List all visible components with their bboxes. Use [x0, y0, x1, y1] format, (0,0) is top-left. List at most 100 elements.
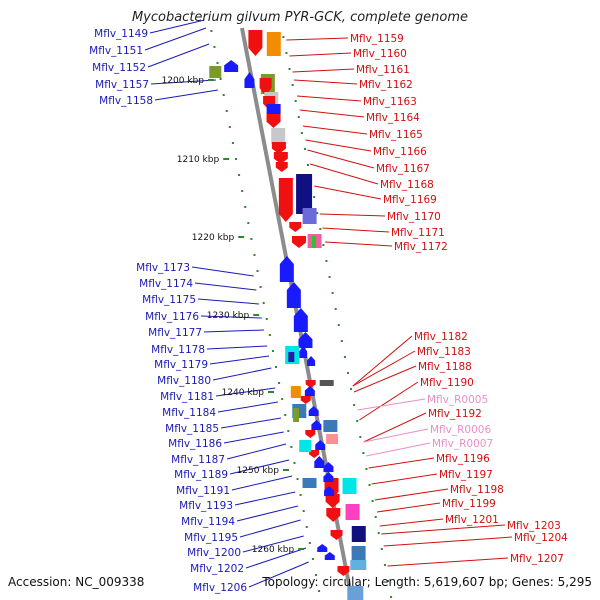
- gene-label[interactable]: Mflv_1157: [95, 79, 149, 91]
- tick-mark: [305, 526, 308, 528]
- label-leader-line: [387, 557, 509, 567]
- tick-mark: [306, 164, 309, 166]
- gene-label[interactable]: Mflv_1189: [174, 469, 228, 481]
- tick-mark: [334, 308, 337, 310]
- gene-label[interactable]: Mflv_1162: [359, 79, 413, 91]
- label-leader-line: [289, 52, 352, 57]
- gene-label[interactable]: Mflv_1165: [369, 129, 423, 141]
- gene-feature: [290, 386, 301, 398]
- gene-label[interactable]: Mflv_1173: [136, 262, 190, 274]
- tick-mark: [374, 516, 377, 518]
- gene-label[interactable]: Mflv_1176: [145, 311, 199, 323]
- gene-label[interactable]: Mflv_1168: [380, 179, 434, 191]
- gene-label[interactable]: Mflv_1202: [190, 563, 244, 575]
- tick-mark: [296, 478, 299, 480]
- tick-mark: [314, 574, 317, 576]
- tick-mark: [271, 350, 274, 352]
- label-leader-line: [239, 519, 301, 538]
- gene-label[interactable]: Mflv_1191: [176, 485, 230, 497]
- gene-label[interactable]: Mflv_1201: [445, 514, 499, 526]
- gene-label[interactable]: Mflv_1169: [383, 194, 437, 206]
- gene-label[interactable]: Mflv_1194: [181, 516, 235, 528]
- gene-label[interactable]: Mflv_1163: [363, 96, 417, 108]
- gene-label[interactable]: Mflv_1197: [439, 469, 493, 481]
- scale-label: 1240 kbp: [222, 388, 265, 398]
- gene-label[interactable]: Mflv_1187: [171, 454, 225, 466]
- gene-label[interactable]: Mflv_R0005: [427, 394, 488, 406]
- gene-label[interactable]: Mflv_1198: [450, 484, 504, 496]
- gene-label[interactable]: Mflv_1170: [387, 211, 441, 223]
- gene-label[interactable]: Mflv_1200: [187, 547, 241, 559]
- gene-label[interactable]: Mflv_1152: [92, 62, 146, 74]
- tick-mark: [331, 292, 334, 294]
- gene-feature: [286, 282, 301, 308]
- gene-label[interactable]: Mflv_1161: [356, 64, 410, 76]
- gene-feature: [314, 456, 325, 468]
- tick-mark: [303, 148, 306, 150]
- gene-label[interactable]: Mflv_1174: [139, 278, 193, 290]
- gene-label[interactable]: Mflv_1186: [168, 438, 222, 450]
- gene-label[interactable]: Mflv_1193: [179, 500, 233, 512]
- gene-label[interactable]: Mflv_1181: [160, 391, 214, 403]
- gene-label[interactable]: Mflv_1199: [442, 498, 496, 510]
- map-title: Mycobacterium gilvum PYR-GCK, complete g…: [131, 10, 469, 25]
- scale-label: 1210 kbp: [177, 155, 220, 165]
- gene-label[interactable]: Mflv_1166: [373, 146, 427, 158]
- gene-label[interactable]: Mflv_1182: [414, 331, 468, 343]
- tick-mark: [287, 430, 290, 432]
- gene-feature: [324, 486, 335, 496]
- label-leader-line: [229, 459, 290, 475]
- tick-mark: [282, 36, 285, 38]
- gene-label[interactable]: Mflv_1160: [353, 48, 407, 60]
- gene-label[interactable]: Mflv_1204: [514, 532, 568, 544]
- gene-label[interactable]: Mflv_1192: [428, 408, 482, 420]
- gene-label[interactable]: Mflv_1195: [184, 532, 238, 544]
- gene-label[interactable]: Mflv_1179: [154, 359, 208, 371]
- gene-label[interactable]: Mflv_1178: [151, 344, 205, 356]
- tick-mark: [313, 196, 316, 198]
- tick-mark: [253, 254, 256, 256]
- tick-mark: [241, 190, 244, 192]
- scale-tick: [267, 391, 274, 393]
- gene-label[interactable]: Mflv_1151: [89, 45, 143, 57]
- tick-mark: [371, 500, 374, 502]
- gene-label[interactable]: Mflv_1167: [376, 163, 430, 175]
- scale-tick: [223, 158, 230, 160]
- label-leader-line: [200, 315, 262, 319]
- gene-label[interactable]: Mflv_1183: [417, 346, 471, 358]
- gene-feature: [288, 352, 295, 362]
- gene-label[interactable]: Mflv_1196: [436, 453, 490, 465]
- gene-label[interactable]: Mflv_1158: [99, 95, 153, 107]
- gene-label[interactable]: Mflv_1180: [157, 375, 211, 387]
- gene-label[interactable]: Mflv_R0007: [432, 438, 493, 450]
- gene-label[interactable]: Mflv_1206: [193, 582, 247, 594]
- gene-label[interactable]: Mflv_1172: [394, 241, 448, 253]
- gene-label[interactable]: Mflv_1177: [148, 327, 202, 339]
- label-leader-line: [206, 345, 268, 350]
- gene-label[interactable]: Mflv_1188: [418, 361, 472, 373]
- tick-mark: [291, 84, 294, 86]
- gene-label[interactable]: Mflv_R0006: [430, 424, 491, 436]
- label-leader-line: [144, 27, 207, 51]
- gene-label[interactable]: Mflv_1149: [94, 28, 148, 40]
- gene-label[interactable]: Mflv_1164: [366, 112, 420, 124]
- gene-label[interactable]: Mflv_1190: [420, 377, 474, 389]
- gene-label[interactable]: Mflv_1175: [142, 294, 196, 306]
- gene-label[interactable]: Mflv_1207: [510, 553, 564, 565]
- gene-label[interactable]: Mflv_1203: [507, 520, 561, 532]
- gene-label[interactable]: Mflv_1185: [165, 423, 219, 435]
- tick-mark: [247, 222, 250, 224]
- gene-feature: [342, 478, 357, 494]
- label-leader-line: [363, 428, 429, 443]
- tick-mark: [346, 372, 349, 374]
- label-leader-line: [220, 417, 282, 429]
- gene-label[interactable]: Mflv_1171: [391, 227, 445, 239]
- tick-mark: [290, 446, 293, 448]
- tick-mark: [359, 436, 362, 438]
- gene-label[interactable]: Mflv_1159: [350, 33, 404, 45]
- gene-label[interactable]: Mflv_1184: [162, 407, 216, 419]
- tick-mark: [386, 580, 389, 582]
- gene-feature: [325, 494, 340, 508]
- gene-feature: [266, 114, 281, 128]
